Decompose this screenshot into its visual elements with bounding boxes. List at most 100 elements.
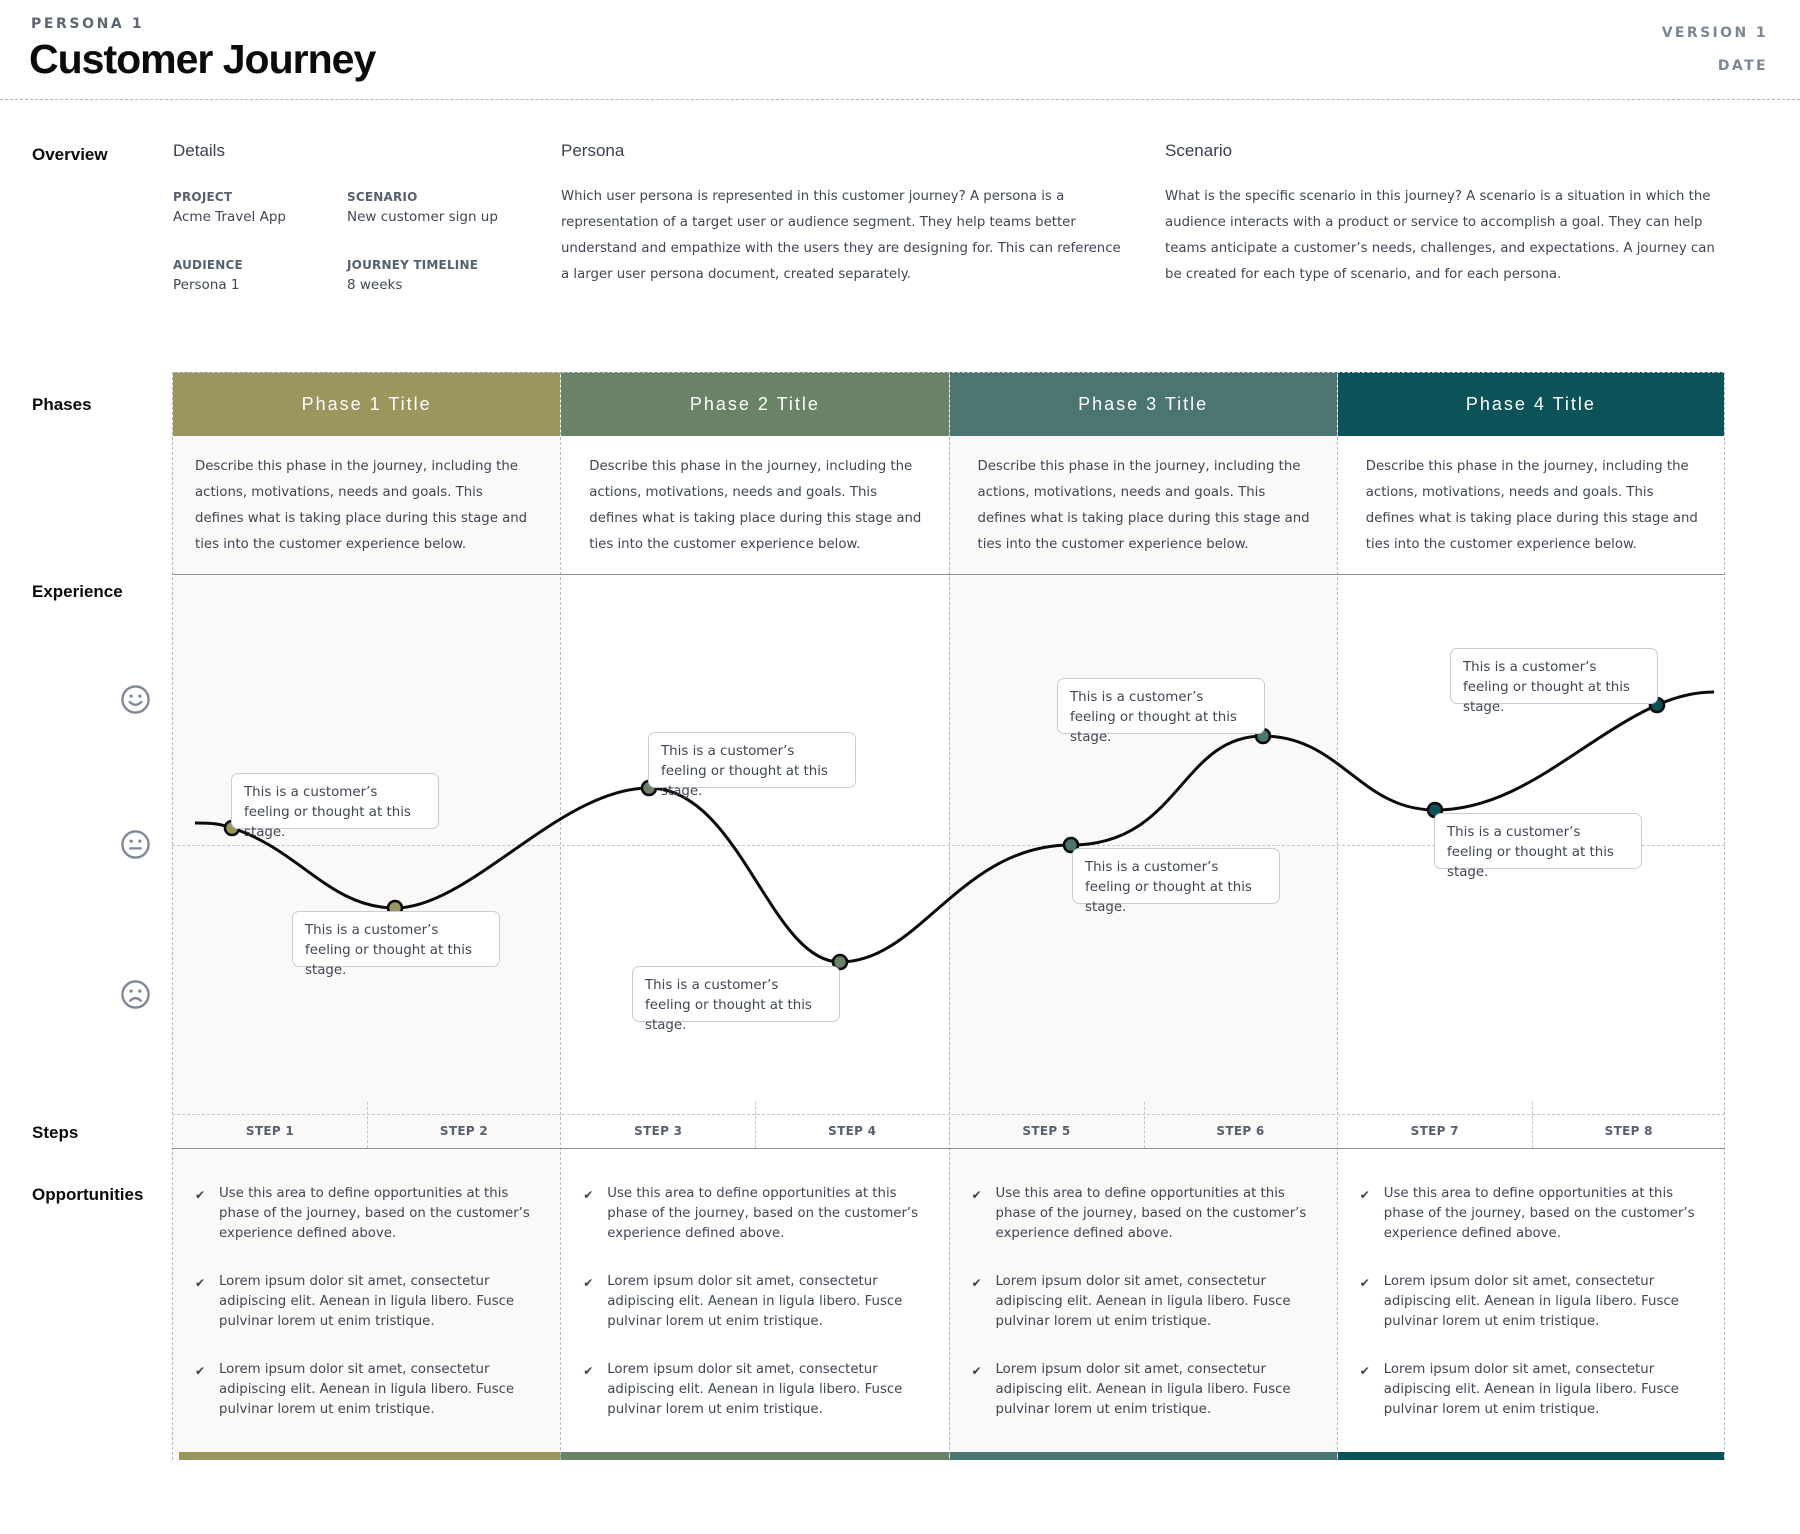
opportunity-text: Lorem ipsum dolor sit amet, consectetur … <box>219 1274 515 1329</box>
opportunity-text: Lorem ipsum dolor sit amet, consectetur … <box>1383 1362 1679 1417</box>
scenario-heading: Scenario <box>1165 141 1233 160</box>
journey-timeline-label: JOURNEY TIMELINE <box>347 258 479 272</box>
opportunity-text: Lorem ipsum dolor sit amet, consectetur … <box>1383 1274 1679 1329</box>
project-value: Acme Travel App <box>173 209 286 225</box>
feeling-bubble-step-6: This is a customer’s feeling or thought … <box>1057 678 1265 745</box>
persona-description: Which user persona is represented in thi… <box>561 189 1121 282</box>
feeling-bubble-step-5: This is a customer’s feeling or thought … <box>1072 848 1280 915</box>
sad-face-icon <box>121 980 150 1009</box>
opportunity-text: Use this area to define opportunities at… <box>995 1186 1307 1241</box>
persona-eyebrow: PERSONA 1 <box>31 16 145 32</box>
happy-face-icon <box>121 685 150 714</box>
grid-top-border <box>172 372 1725 373</box>
step-5: STEP 5 <box>1022 1124 1071 1138</box>
opportunity-item: ✔ Lorem ipsum dolor sit amet, consectetur… <box>195 1272 545 1332</box>
step-4: STEP 4 <box>828 1124 877 1138</box>
description-divider <box>172 574 1725 575</box>
version-label: VERSION 1 <box>1661 25 1768 41</box>
feeling-bubble-step-4: This is a customer’s feeling or thought … <box>632 966 840 1033</box>
step-divider <box>367 1102 368 1148</box>
phase-1-title: Phase 1 Title <box>173 372 561 436</box>
feeling-bubble-step-2: This is a customer’s feeling or thought … <box>292 911 500 978</box>
project-label: PROJECT <box>173 190 233 204</box>
journey-timeline-value: 8 weeks <box>347 277 403 293</box>
scenario-description: What is the specific scenario in this jo… <box>1165 189 1715 282</box>
step-2: STEP 2 <box>439 1124 489 1138</box>
step-7: STEP 7 <box>1410 1124 1459 1138</box>
step-divider <box>755 1102 757 1148</box>
opportunity-text: Use this area to define opportunities at… <box>607 1186 919 1241</box>
row-label-opportunities: Opportunities <box>32 1185 144 1204</box>
opportunity-item: ✔ Lorem ipsum dolor sit amet, consectetur… <box>972 1272 1322 1332</box>
scenario-label: SCENARIO <box>347 190 418 204</box>
phase-1-description: Describe this phase in the journey, incl… <box>195 459 528 552</box>
phase-3-title: Phase 3 Title <box>949 372 1337 436</box>
phase-3-description: Describe this phase in the journey, incl… <box>977 459 1310 552</box>
phase-3-color-bar <box>949 1452 1337 1460</box>
phase-1-color-bar <box>179 1452 561 1460</box>
page-title: Customer Journey <box>29 36 376 82</box>
date-label: DATE <box>1717 58 1768 74</box>
phase-column-2: Phase 2 Title Describe this phase in the… <box>560 372 949 1460</box>
opportunity-item: ✔ Lorem ipsum dolor sit amet, consectetur… <box>1360 1272 1710 1332</box>
opportunities-list-2: ✔ Use this area to define opportunities a… <box>583 1184 933 1448</box>
checkmark-icon: ✔ <box>1359 1276 1370 1290</box>
steps-top-border <box>172 1114 1725 1115</box>
step-1: STEP 1 <box>245 1124 295 1138</box>
opportunity-item: ✔ Use this area to define opportunities a… <box>583 1184 933 1244</box>
persona-heading: Persona <box>561 141 625 160</box>
opportunity-text: Lorem ipsum dolor sit amet, consectetur … <box>995 1274 1291 1329</box>
checkmark-icon: ✔ <box>583 1188 594 1202</box>
phase-4-description: Describe this phase in the journey, incl… <box>1365 459 1698 552</box>
checkmark-icon: ✔ <box>971 1188 982 1202</box>
checkmark-icon: ✔ <box>971 1364 982 1378</box>
checkmark-icon: ✔ <box>195 1276 206 1290</box>
scenario-value: New customer sign up <box>347 209 498 225</box>
opportunity-item: ✔ Use this area to define opportunities a… <box>1360 1184 1710 1244</box>
step-3: STEP 3 <box>634 1124 683 1138</box>
feeling-bubble-step-8: This is a customer’s feeling or thought … <box>1450 648 1658 715</box>
phase-2-color-bar <box>561 1452 949 1460</box>
opportunity-text: Lorem ipsum dolor sit amet, consectetur … <box>607 1362 903 1417</box>
feeling-bubble-step-3: This is a customer’s feeling or thought … <box>648 732 856 799</box>
opportunity-item: ✔ Lorem ipsum dolor sit amet, consectetur… <box>972 1360 1322 1420</box>
step-8: STEP 8 <box>1604 1124 1653 1138</box>
opportunity-item: ✔ Lorem ipsum dolor sit amet, consectetur… <box>1360 1360 1710 1420</box>
step-divider <box>1531 1102 1533 1148</box>
opportunity-item: ✔ Use this area to define opportunities a… <box>195 1184 545 1244</box>
checkmark-icon: ✔ <box>583 1276 594 1290</box>
steps-divider <box>172 1148 1725 1149</box>
opportunity-text: Lorem ipsum dolor sit amet, consectetur … <box>219 1362 515 1417</box>
neutral-face-icon <box>121 830 150 859</box>
journey-grid: Phase 1 Title Describe this phase in the… <box>172 372 1725 1460</box>
feeling-bubble-step-7: This is a customer’s feeling or thought … <box>1434 813 1642 880</box>
checkmark-icon: ✔ <box>1359 1364 1370 1378</box>
checkmark-icon: ✔ <box>195 1188 206 1202</box>
details-heading: Details <box>173 141 225 160</box>
opportunities-list-4: ✔ Use this area to define opportunities a… <box>1360 1184 1710 1448</box>
opportunity-item: ✔ Lorem ipsum dolor sit amet, consectetur… <box>583 1360 933 1420</box>
row-label-steps: Steps <box>32 1123 79 1142</box>
opportunities-list-3: ✔ Use this area to define opportunities a… <box>972 1184 1322 1448</box>
row-label-overview: Overview <box>32 145 108 164</box>
phase-4-color-bar <box>1337 1452 1724 1460</box>
phase-2-title: Phase 2 Title <box>561 372 949 436</box>
opportunity-text: Lorem ipsum dolor sit amet, consectetur … <box>995 1362 1291 1417</box>
checkmark-icon: ✔ <box>583 1364 594 1378</box>
checkmark-icon: ✔ <box>1359 1188 1370 1202</box>
phase-column-3: Phase 3 Title Describe this phase in the… <box>948 372 1337 1460</box>
row-label-experience: Experience <box>32 582 123 601</box>
opportunity-text: Use this area to define opportunities at… <box>219 1186 530 1241</box>
opportunity-text: Lorem ipsum dolor sit amet, consectetur … <box>607 1274 903 1329</box>
step-6: STEP 6 <box>1216 1124 1265 1138</box>
audience-value: Persona 1 <box>173 277 240 293</box>
opportunity-text: Use this area to define opportunities at… <box>1383 1186 1695 1241</box>
phase-column-4: Phase 4 Title Describe this phase in the… <box>1336 372 1725 1460</box>
row-label-phases: Phases <box>32 395 92 414</box>
opportunity-item: ✔ Lorem ipsum dolor sit amet, consectetur… <box>583 1272 933 1332</box>
opportunities-list-1: ✔ Use this area to define opportunities a… <box>195 1184 545 1448</box>
page-header: PERSONA 1 Customer Journey VERSION 1 DAT… <box>0 0 1800 100</box>
checkmark-icon: ✔ <box>195 1364 206 1378</box>
phase-4-title: Phase 4 Title <box>1337 372 1724 436</box>
phase-2-description: Describe this phase in the journey, incl… <box>589 459 922 552</box>
